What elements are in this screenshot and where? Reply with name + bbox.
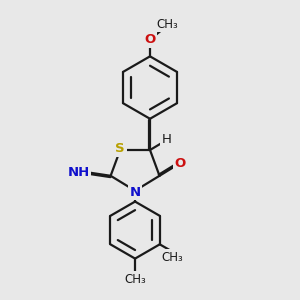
Text: CH₃: CH₃ [156, 17, 178, 31]
Text: CH₃: CH₃ [161, 250, 183, 264]
Text: CH₃: CH₃ [124, 273, 146, 286]
Text: N: N [130, 186, 141, 199]
Text: O: O [144, 33, 156, 46]
Text: H: H [162, 133, 172, 146]
Text: NH: NH [68, 166, 90, 179]
Text: S: S [115, 142, 125, 155]
Text: O: O [175, 157, 186, 170]
